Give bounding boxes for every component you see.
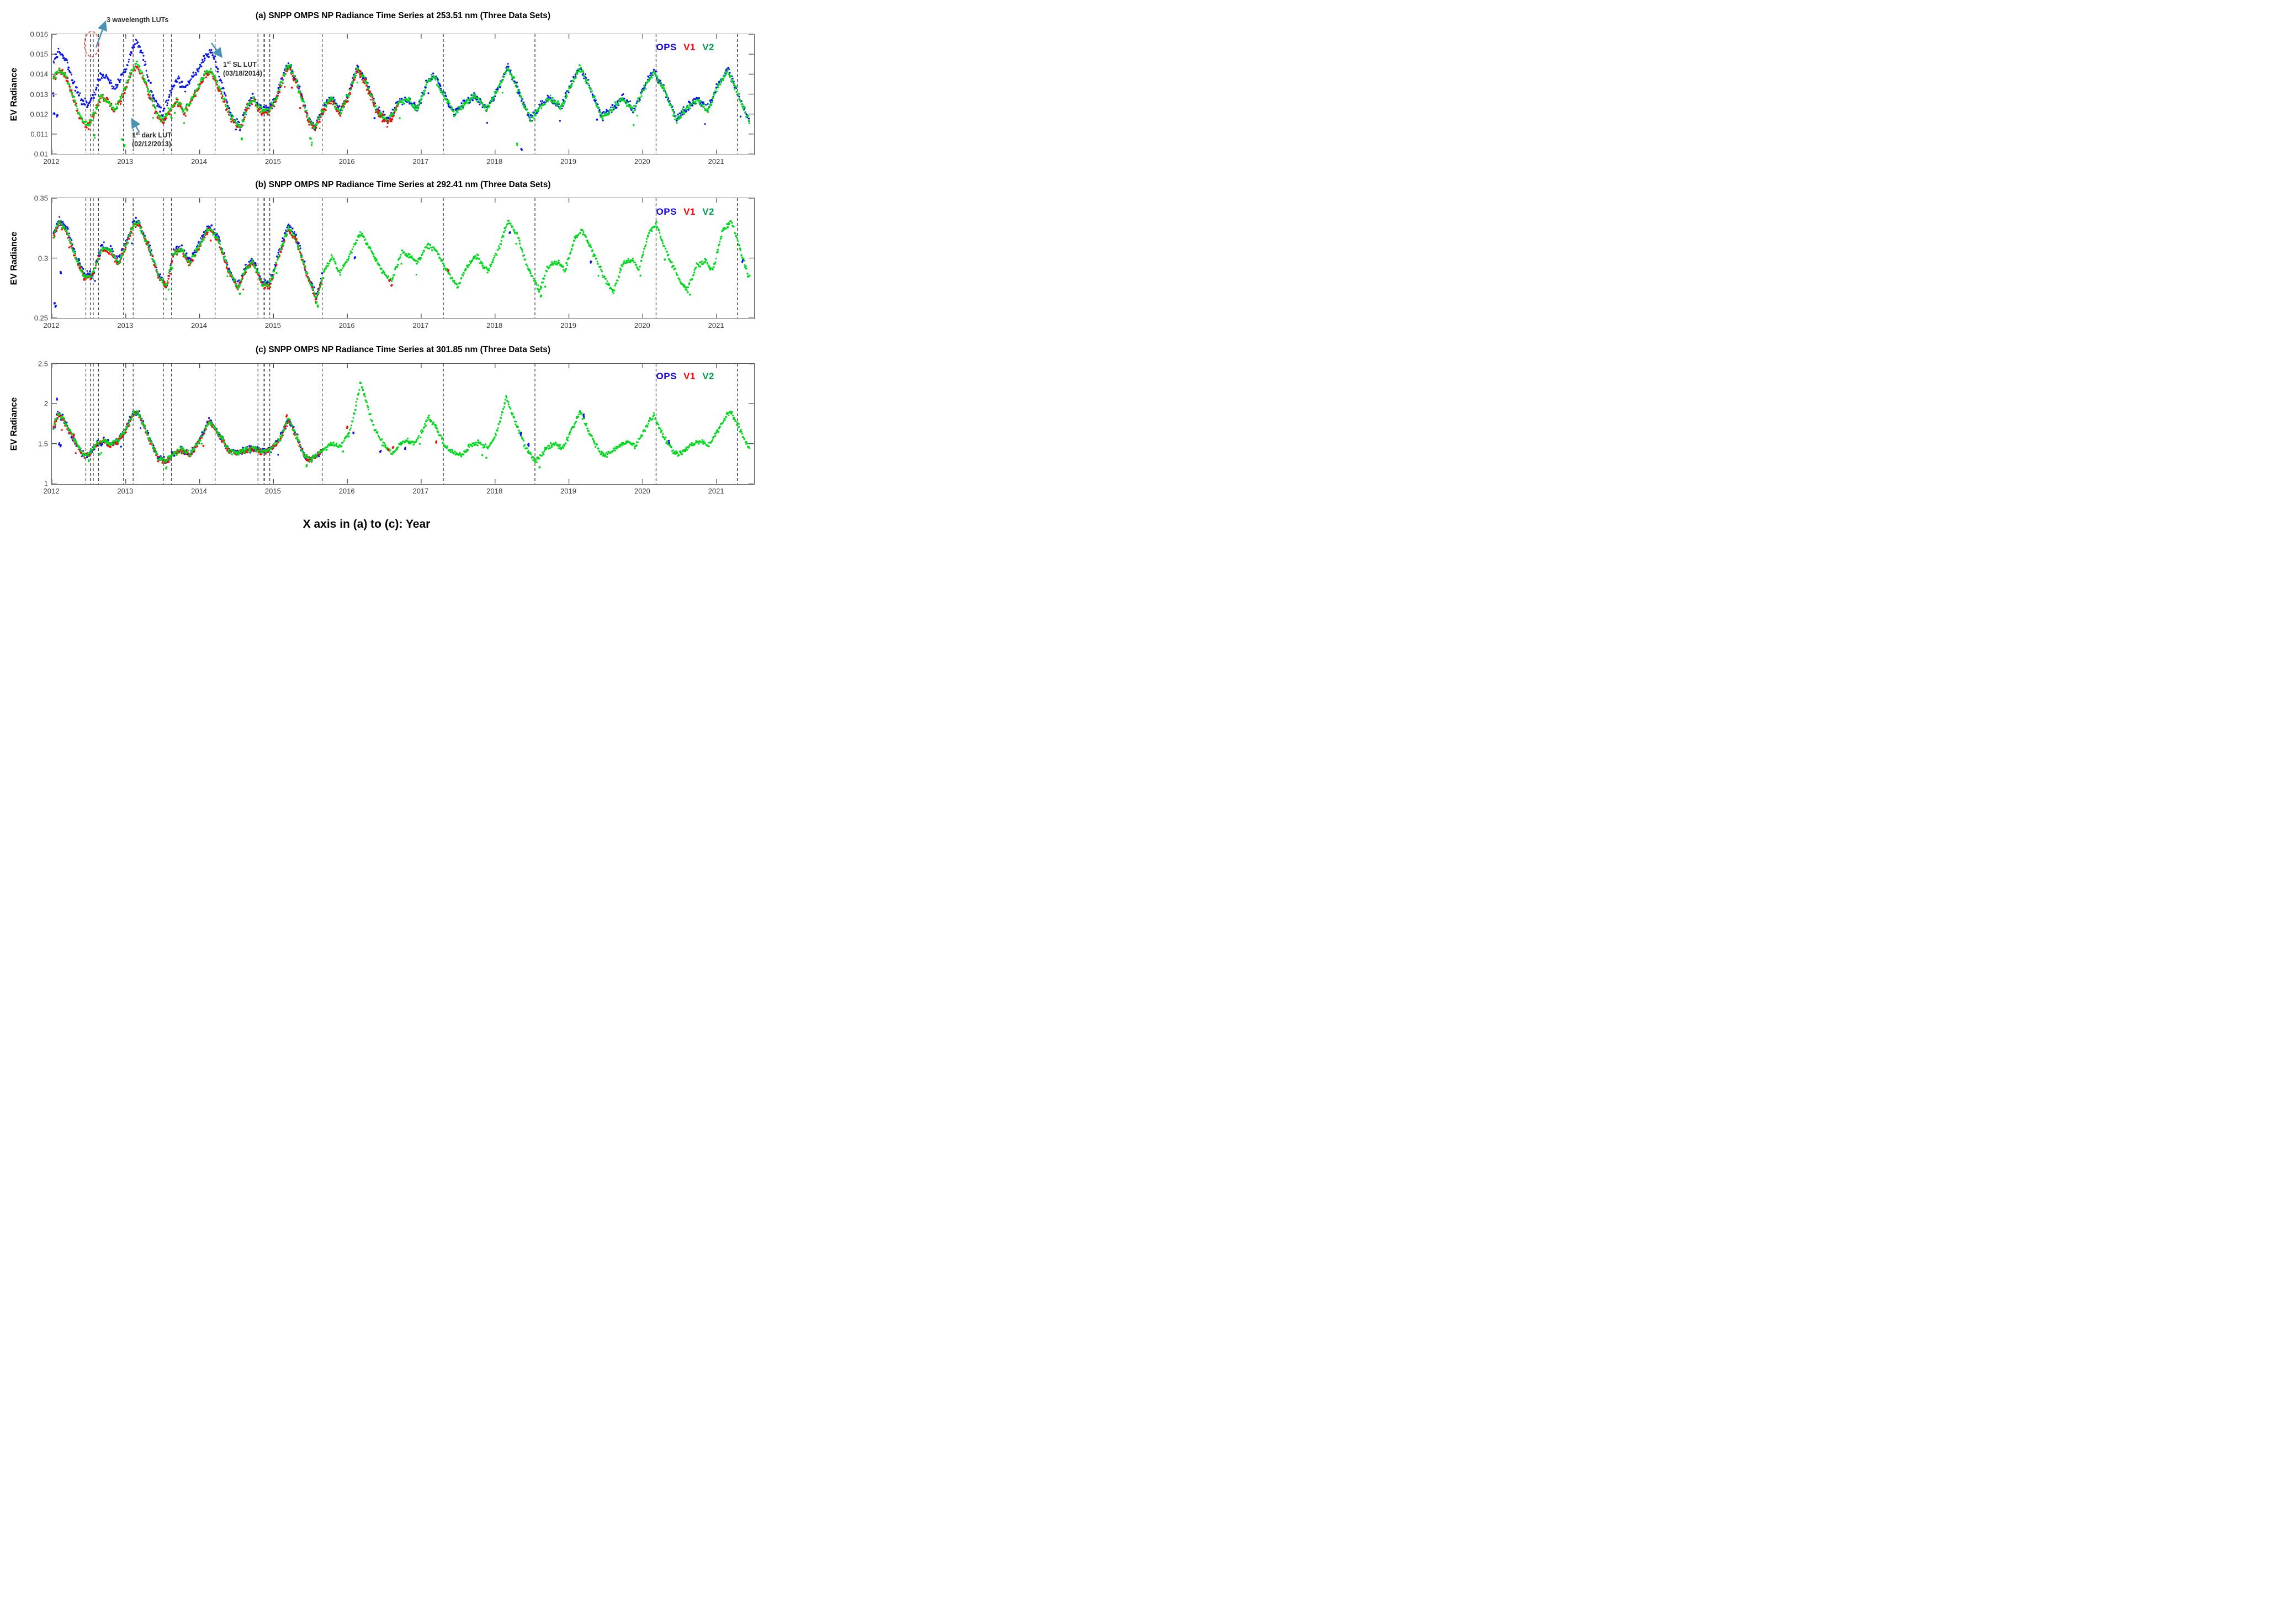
panel-b-x-tick-label: 2017 [412,321,429,330]
panel-a-x-tick-label: 2014 [191,157,208,166]
panel-b-title: (b) SNPP OMPS NP Radiance Time Series at… [255,180,551,189]
panel-a-y-tick-label: 0.015 [30,50,48,59]
panel-c-x-tick-label: 2014 [191,487,208,495]
panel-b-plot [51,198,755,319]
panel-a-x-tick-label: 2017 [412,157,429,166]
panel-a-x-tick-label: 2016 [338,157,355,166]
panel-c-x-tick-label: 2012 [43,487,60,495]
panel-a-title: (a) SNPP OMPS NP Radiance Time Series at… [255,11,551,20]
panel-b-x-tick-label: 2012 [43,321,60,330]
panel-a-y-tick-label: 0.014 [30,70,48,78]
panel-b-x-tick-label: 2014 [191,321,208,330]
panel-c-plot [51,363,755,485]
legend-item-ops: OPS [656,371,677,381]
panel-a-plot [51,34,755,155]
panel-a-y-tick-label: 0.012 [30,110,48,119]
annotation-first-dark-lut: 1st dark LUT (02/12/2013) [132,129,172,148]
panel-c-x-tick-label: 2017 [412,487,429,495]
panel-a-x-tick-label: 2019 [560,157,576,166]
panel-c-x-tick-label: 2020 [634,487,650,495]
panel-c-y-tick-label: 1.5 [38,439,48,448]
annotation-first-sl-lut-date: (03/18/2014) [223,70,262,78]
figure-canvas: (a) SNPP OMPS NP Radiance Time Series at… [0,0,762,542]
panel-a-y-tick-label: 0.01 [34,150,48,158]
legend-item-v2: V2 [702,42,714,52]
legend-item-ops: OPS [656,42,677,52]
panel-c-x-tick-label: 2021 [708,487,724,495]
annotation-first-dark-lut-date: (02/12/2013) [132,140,171,148]
panel-a-x-tick-label: 2015 [264,157,281,166]
panel-c-legend: OPS V1 V2 [653,371,714,382]
panel-b-y-tick-label: 0.35 [34,194,48,203]
panel-b-x-tick-label: 2015 [264,321,281,330]
panel-a-x-tick-label: 2012 [43,157,60,166]
panel-b-x-tick-label: 2019 [560,321,576,330]
panel-a-x-tick-label: 2020 [634,157,650,166]
panel-a-scatter-canvas [52,34,754,154]
x-axis-note: X axis in (a) to (c): Year [303,518,431,530]
legend-item-v2: V2 [702,206,714,217]
annotation-first-sl-lut-line1: 1st SL LUT [223,60,257,69]
panel-c-x-tick-label: 2018 [486,487,503,495]
panel-c-y-tick-label: 2 [44,399,48,408]
legend-item-v2: V2 [702,371,714,381]
panel-a-legend: OPS V1 V2 [653,42,714,53]
annotation-first-dark-lut-line1: 1st dark LUT [132,131,172,140]
panel-c-title: (c) SNPP OMPS NP Radiance Time Series at… [255,345,551,354]
panel-a-y-tick-label: 0.016 [30,30,48,39]
panel-b-x-tick-label: 2018 [486,321,503,330]
panel-c-x-tick-label: 2013 [117,487,134,495]
legend-item-v1: V1 [683,371,696,381]
panel-b-x-tick-label: 2021 [708,321,724,330]
legend-item-ops: OPS [656,206,677,217]
panel-c-x-tick-label: 2016 [338,487,355,495]
panel-c-x-tick-label: 2019 [560,487,576,495]
panel-a-x-tick-label: 2013 [117,157,134,166]
panel-c-y-tick-label: 2.5 [38,359,48,368]
legend-item-v1: V1 [683,42,696,52]
panel-b-x-tick-label: 2016 [338,321,355,330]
legend-item-v1: V1 [683,206,696,217]
annotation-three-wavelength-luts: 3 wavelength LUTs [107,16,169,24]
panel-b-legend: OPS V1 V2 [653,206,714,217]
panel-a-y-tick-label: 0.013 [30,90,48,98]
panel-b-x-tick-label: 2013 [117,321,134,330]
panel-b-y-tick-label: 0.25 [34,314,48,322]
panel-c-x-tick-label: 2015 [264,487,281,495]
panel-a-x-tick-label: 2018 [486,157,503,166]
panel-b-x-tick-label: 2020 [634,321,650,330]
panel-c-scatter-canvas [52,364,754,484]
annotation-first-sl-lut: 1st SL LUT (03/18/2014) [223,59,262,78]
panel-b-scatter-canvas [52,198,754,318]
panel-a-x-tick-label: 2021 [708,157,724,166]
panel-a-y-tick-label: 0.011 [30,130,48,139]
panel-c-y-tick-label: 1 [44,479,48,488]
panel-b-y-tick-label: 0.3 [38,254,48,262]
